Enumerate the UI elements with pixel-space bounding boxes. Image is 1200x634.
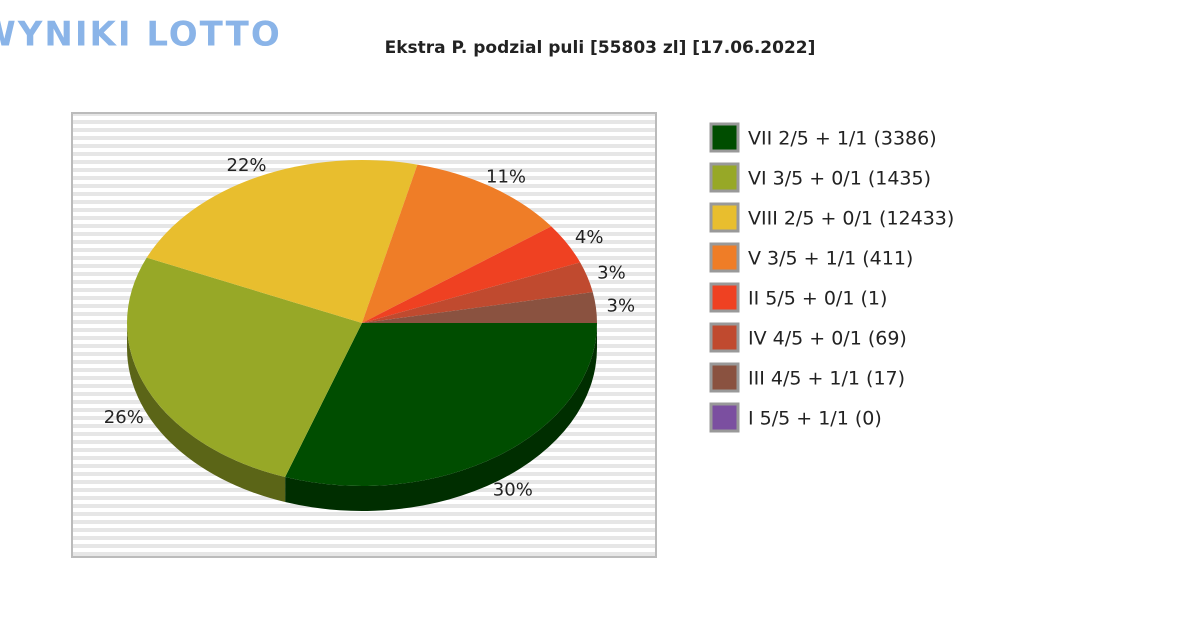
legend-label: I 5/5 + 1/1 (0) — [748, 408, 882, 430]
legend-label: VIII 2/5 + 0/1 (12433) — [748, 208, 954, 230]
legend-label: III 4/5 + 1/1 (17) — [748, 368, 905, 390]
data-label: 3% — [597, 263, 626, 284]
legend-label: II 5/5 + 0/1 (1) — [748, 288, 887, 310]
legend: VII 2/5 + 1/1 (3386) VI 3/5 + 0/1 (1435) V… — [709, 122, 954, 433]
logo: WYNIKI LOTTO — [0, 15, 282, 55]
legend-label: VI 3/5 + 0/1 (1435) — [748, 168, 931, 190]
legend-swatch — [709, 242, 740, 273]
slice — [126, 257, 363, 478]
slice — [146, 159, 418, 323]
legend-swatch — [709, 122, 740, 153]
slice-side — [127, 323, 286, 503]
slice-side — [285, 323, 597, 511]
data-label: 30% — [493, 480, 533, 501]
data-label: 3% — [607, 295, 636, 316]
legend-label: VII 2/5 + 1/1 (3386) — [748, 128, 937, 150]
legend-swatch — [709, 362, 740, 393]
slice — [362, 262, 593, 323]
legend-label: V 3/5 + 1/1 (411) — [748, 248, 913, 270]
legend-label: IV 4/5 + 0/1 (69) — [748, 328, 907, 350]
legend-swatch — [709, 402, 740, 433]
legend-swatch — [709, 202, 740, 233]
slice — [362, 164, 552, 323]
slice — [362, 226, 581, 323]
data-label: 11% — [486, 166, 526, 187]
pie: 30% 26% 22% 11% 4% 3% 3% — [104, 155, 635, 511]
data-label: 26% — [104, 407, 144, 428]
legend-swatch — [709, 322, 740, 353]
data-label: 22% — [227, 155, 267, 176]
legend-swatch — [709, 162, 740, 193]
slice — [285, 323, 597, 486]
chart-title: Ekstra P. podzial puli [55803 zl] [17.06… — [385, 38, 816, 58]
legend-swatch — [709, 282, 740, 313]
data-label: 4% — [575, 227, 604, 248]
slice — [362, 292, 597, 323]
